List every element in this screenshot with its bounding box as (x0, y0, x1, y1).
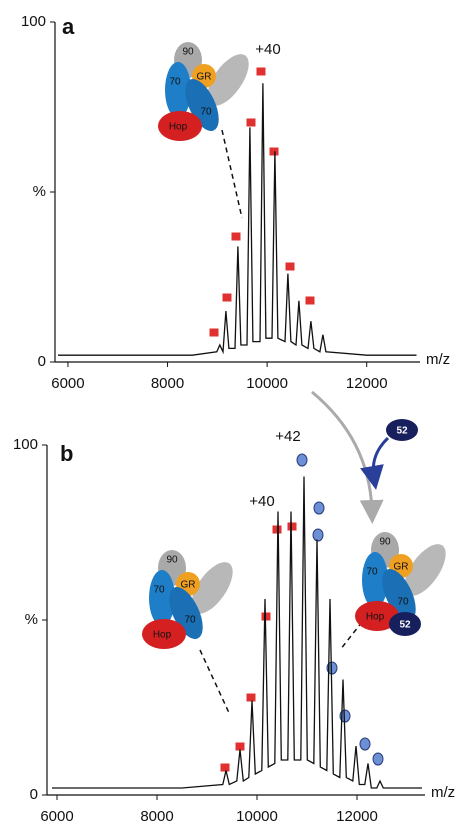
complex: 90 GR 70 70 Hop (158, 42, 249, 141)
spectrum (52, 476, 422, 789)
label: Hop (366, 612, 385, 623)
label: 90 (166, 555, 178, 566)
markers (296, 453, 384, 766)
panel-label: b (60, 441, 73, 466)
y-tick-label: % (25, 611, 38, 628)
markers (208, 66, 316, 773)
label: 90 (182, 47, 194, 58)
ligand: 52 (386, 419, 418, 441)
y-tick-label: % (33, 183, 46, 200)
complex: 90 GR 70 70 Hop (142, 550, 233, 649)
ligand-label: 52 (396, 426, 408, 437)
arrow (360, 436, 390, 490)
label: 70 (169, 77, 181, 88)
panel-label: a (62, 14, 75, 39)
charge-label: +42 (275, 428, 300, 445)
label: GR (197, 72, 212, 83)
label: Hop (153, 630, 172, 641)
x-tick-label: 6000 (51, 375, 84, 392)
y-tick-label: 0 (30, 786, 38, 803)
label: 52 (399, 620, 411, 631)
label: 70 (153, 585, 165, 596)
label: 70 (200, 107, 212, 118)
label: 90 (379, 537, 391, 548)
x-tick-label: 12000 (346, 375, 388, 392)
x-tick-label: 6000 (40, 808, 73, 825)
complex: 90 GR 70 70 Hop 52 (355, 532, 446, 636)
x-tick-label: 12000 (336, 808, 378, 825)
spectrum (58, 83, 417, 356)
arrow (311, 390, 384, 524)
x-axis-label: m/z (426, 351, 450, 368)
x-tick-label: 8000 (151, 375, 184, 392)
leader-lines (199, 129, 363, 716)
x-tick-label: 8000 (140, 808, 173, 825)
x-tick-label: 10000 (236, 808, 278, 825)
label: 70 (397, 597, 409, 608)
label: GR (394, 562, 409, 573)
label: 70 (184, 615, 196, 626)
x-axis-label: m/z (431, 784, 455, 801)
y-tick-label: 100 (21, 13, 46, 30)
y-tick-label: 0 (38, 353, 46, 370)
label: Hop (169, 122, 188, 133)
label: GR (181, 580, 196, 591)
charge-label: +40 (255, 41, 280, 58)
x-tick-label: 10000 (246, 375, 288, 392)
y-tick-label: 100 (13, 436, 38, 453)
label: 70 (366, 567, 378, 578)
charge-label: +40 (249, 493, 274, 510)
